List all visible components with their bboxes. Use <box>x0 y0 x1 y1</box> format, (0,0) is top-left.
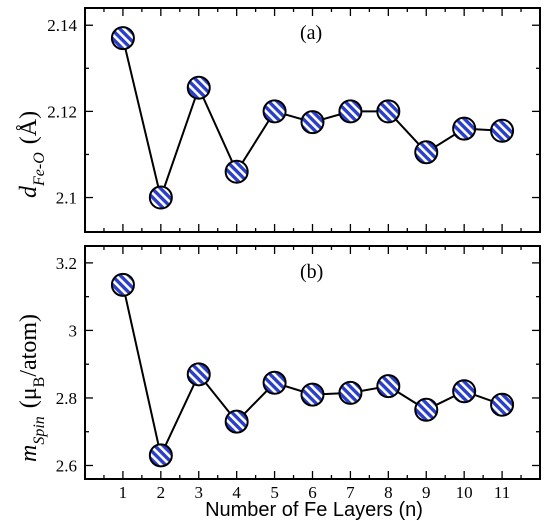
y-tick-label: 2.12 <box>47 102 77 121</box>
data-point <box>338 380 363 405</box>
data-point <box>452 116 477 141</box>
y-tick-label: 3 <box>69 321 78 340</box>
data-point <box>262 99 287 124</box>
data-point <box>186 75 211 100</box>
data-point <box>376 99 401 124</box>
panel-a-ylabel-unit: (Å) <box>16 111 42 144</box>
data-point <box>224 159 249 184</box>
data-point <box>376 374 401 399</box>
data-point <box>338 99 363 124</box>
panel-b-ylabel-symbol: m <box>16 445 42 462</box>
panel-b-ylabel: mSpin (μB/atom) <box>16 314 48 462</box>
data-point <box>414 397 439 422</box>
x-tick-label: 2 <box>157 483 166 502</box>
panel-b-ylabel-subscript: Spin <box>31 416 48 444</box>
panel-a-ytick-labels: 2.1 2.12 2.14 <box>47 16 77 207</box>
data-point <box>490 118 515 143</box>
panel-a-markers <box>110 26 515 210</box>
y-tick-label: 2.14 <box>47 16 77 35</box>
panel-b-ticks <box>85 246 540 479</box>
data-point <box>452 379 477 404</box>
y-tick-label: 3.2 <box>56 254 77 273</box>
panel-a-label: (a) <box>300 22 322 44</box>
panel-b: 2.6 2.8 3 3.2 (b) mSpin (μB/atom) <box>16 245 541 480</box>
y-tick-label: 2.1 <box>56 189 77 208</box>
panel-a-ylabel-symbol: d <box>16 185 42 198</box>
x-tick-label: 7 <box>346 483 355 502</box>
panel-a-ticks <box>85 8 540 232</box>
x-tick-label: 5 <box>270 483 279 502</box>
panel-b-label: (b) <box>300 261 323 283</box>
data-point <box>148 185 173 210</box>
panel-b-ylabel-unit-sub: B <box>31 377 48 388</box>
panel-b-ytick-labels: 2.6 2.8 3 3.2 <box>56 254 77 476</box>
y-tick-label: 2.8 <box>56 389 77 408</box>
x-tick-label: 6 <box>308 483 317 502</box>
data-point <box>224 409 249 434</box>
panel-b-series-line <box>121 284 503 459</box>
x-tick-label: 10 <box>456 483 473 502</box>
panel-b-ylabel-unit-pre: (μ <box>16 387 42 408</box>
x-tick-label: 4 <box>232 483 241 502</box>
y-tick-label: 2.6 <box>56 456 77 475</box>
data-point <box>414 140 439 165</box>
x-tick-label: 1 <box>119 483 128 502</box>
panel-b-markers <box>110 272 515 468</box>
panel-a-ylabel: dFe-O (Å) <box>16 111 48 198</box>
x-tick-label: 9 <box>422 483 431 502</box>
data-point <box>110 26 135 51</box>
x-tick-label: 8 <box>384 483 393 502</box>
data-point <box>186 362 211 387</box>
x-tick-label: 3 <box>195 483 204 502</box>
data-point <box>110 272 135 297</box>
panel-a-ylabel-subscript: Fe-O <box>31 152 48 187</box>
data-point <box>300 110 325 135</box>
data-point <box>300 382 325 407</box>
data-point <box>262 370 287 395</box>
panel-b-ylabel-unit-post: /atom) <box>16 314 42 377</box>
data-point <box>490 392 515 417</box>
x-tick-label: 11 <box>494 483 510 502</box>
x-axis-title: Number of Fe Layers (n) <box>205 499 423 521</box>
data-point <box>148 443 173 468</box>
x-tick-labels: 1 2 3 4 5 6 7 8 9 10 11 <box>119 483 511 502</box>
panel-a: 2.1 2.12 2.14 (a) dFe-O (Å) <box>16 7 541 233</box>
